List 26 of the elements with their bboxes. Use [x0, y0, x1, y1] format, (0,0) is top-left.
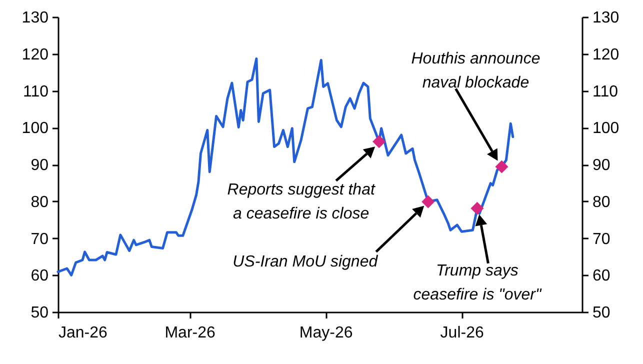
y-tick-label: 100: [22, 120, 49, 138]
y2-tick-label: 100: [592, 120, 620, 138]
annotation: Houthis announce naval blockade: [411, 50, 540, 92]
y-tick-label: 60: [30, 268, 49, 285]
y2-tick-label: 80: [592, 194, 610, 211]
annotation: US-Iran MoU signed: [232, 254, 379, 271]
y-tick-label: 110: [22, 83, 49, 100]
y-tick-label: 80: [30, 194, 49, 211]
y2-tick-label: 90: [592, 157, 610, 174]
y-tick-label: 90: [30, 157, 49, 174]
y2-tick-label: 60: [592, 268, 610, 285]
annotation: Trump says ceasefire is "over": [413, 262, 542, 304]
x-tick-label: Mar-26: [164, 324, 216, 342]
y2-tick-label: 70: [592, 230, 610, 248]
y2-tick-label: 130: [592, 10, 620, 26]
y-tick-label: 70: [30, 230, 49, 248]
y2-tick-label: 110: [592, 83, 618, 100]
x-tick-label: Jan-26: [58, 324, 108, 342]
x-tick-label: May-26: [299, 324, 353, 342]
y-tick-label: 50: [30, 304, 49, 322]
x-tick-label: Jul-26: [440, 324, 484, 342]
annotation: Reports suggest that a ceasefire is close: [227, 182, 376, 223]
y2-tick-label: 120: [592, 46, 620, 64]
y2-tick-label: 50: [592, 304, 610, 322]
y-tick-label: 120: [22, 46, 49, 64]
y-tick-label: 130: [22, 10, 49, 26]
